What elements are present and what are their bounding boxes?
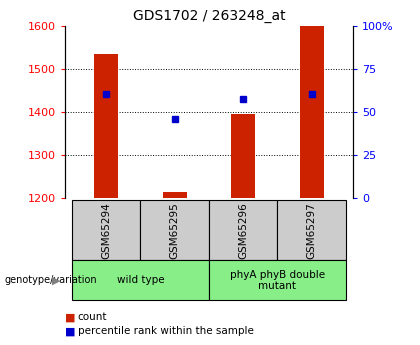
Bar bbox=[140, 200, 209, 260]
Bar bbox=[72, 200, 140, 260]
Text: GSM65295: GSM65295 bbox=[170, 202, 180, 259]
Bar bbox=[300, 26, 324, 198]
Bar bbox=[72, 260, 209, 300]
Text: GSM65296: GSM65296 bbox=[238, 202, 248, 259]
Bar bbox=[209, 260, 346, 300]
Bar bbox=[94, 54, 118, 198]
Text: GSM65294: GSM65294 bbox=[101, 202, 111, 259]
Text: phyA phyB double
mutant: phyA phyB double mutant bbox=[230, 269, 325, 291]
Text: GSM65297: GSM65297 bbox=[307, 202, 317, 259]
Text: ▶: ▶ bbox=[52, 275, 61, 285]
Bar bbox=[278, 200, 346, 260]
Title: GDS1702 / 263248_at: GDS1702 / 263248_at bbox=[133, 9, 285, 23]
Text: count: count bbox=[78, 313, 107, 322]
Bar bbox=[231, 114, 255, 198]
Text: ■: ■ bbox=[65, 326, 76, 336]
Text: wild type: wild type bbox=[117, 275, 164, 285]
Bar bbox=[163, 192, 186, 198]
Text: genotype/variation: genotype/variation bbox=[4, 275, 97, 285]
Text: ■: ■ bbox=[65, 313, 76, 322]
Text: percentile rank within the sample: percentile rank within the sample bbox=[78, 326, 254, 336]
Bar bbox=[209, 200, 278, 260]
